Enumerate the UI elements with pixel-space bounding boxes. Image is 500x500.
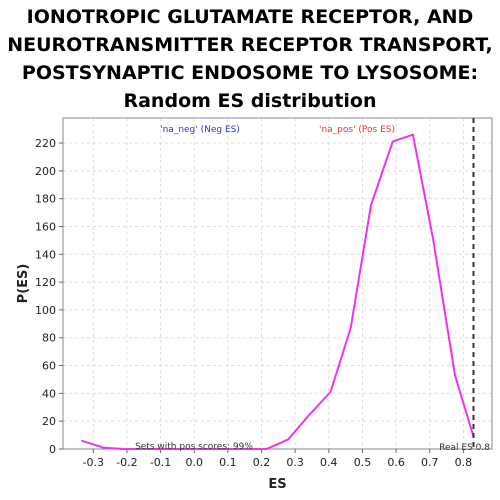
title-line-4: Random ES distribution (123, 90, 377, 112)
x-tick-label: 0.8 (455, 456, 473, 469)
x-tick-label: 0.1 (219, 456, 237, 469)
y-tick-label: 140 (35, 248, 56, 261)
series-layer (81, 133, 475, 450)
title-line-1: IONOTROPIC GLUTAMATE RECEPTOR, AND (26, 6, 474, 28)
plot-frame (62, 117, 493, 450)
title-line-2: NEUROTRANSMITTER RECEPTOR TRANSPORT, (7, 34, 493, 56)
neg-es-label: 'na_neg' (Neg ES) (160, 125, 240, 135)
y-tick-label: 200 (35, 165, 56, 178)
y-tick-label: 180 (35, 193, 56, 206)
y-axis: 0 20 40 60 80 100 120 140 160 180 200 220 (35, 137, 63, 456)
x-tick-label: -0.2 (116, 456, 137, 469)
x-tick-label: 0.2 (253, 456, 271, 469)
x-tick-label: 0.3 (286, 456, 304, 469)
x-tick-label: 0.7 (421, 456, 439, 469)
y-tick-label: 0 (49, 443, 56, 456)
chart-title: IONOTROPIC GLUTAMATE RECEPTOR, AND NEURO… (0, 3, 500, 115)
x-tick-label: 0.5 (354, 456, 372, 469)
y-tick-label: 160 (35, 220, 56, 233)
y-tick-label: 20 (42, 415, 56, 428)
es-distribution-line (81, 133, 475, 450)
y-tick-label: 100 (35, 304, 56, 317)
y-tick-label: 60 (42, 360, 56, 373)
pos-es-label: 'na_pos' (Pos ES) (319, 125, 395, 135)
x-tick-label: 0.4 (320, 456, 338, 469)
x-tick-label: 0.0 (185, 456, 203, 469)
y-tick-label: 80 (42, 332, 56, 345)
y-tick-label: 120 (35, 276, 56, 289)
x-axis: -0.3 -0.2 -0.1 0.0 0.1 0.2 0.3 0.4 0.5 0.6 0.7 0.8 (83, 449, 473, 469)
title-line-3: POSTSYNAPTIC ENDOSOME TO LYSOSOME: (21, 62, 479, 84)
x-tick-label: 0.6 (387, 456, 405, 469)
grid (63, 118, 492, 450)
y-axis-label: P(ES) (16, 264, 31, 304)
x-tick-label: -0.1 (150, 456, 171, 469)
y-tick-label: 40 (42, 387, 56, 400)
x-axis-label: ES (268, 477, 286, 492)
real-es-label: Real ES 0.8 (439, 443, 490, 453)
x-tick-label: -0.3 (83, 456, 104, 469)
y-tick-label: 220 (35, 137, 56, 150)
sets-pos-scores-label: Sets with pos scores: 99% (135, 442, 253, 452)
